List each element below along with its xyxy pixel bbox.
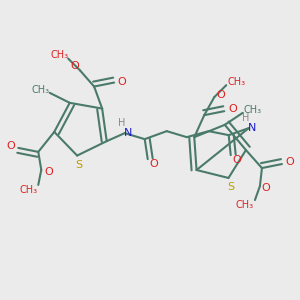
Text: O: O bbox=[262, 183, 270, 193]
Text: O: O bbox=[216, 90, 225, 100]
Text: H: H bbox=[118, 118, 125, 128]
Text: CH₃: CH₃ bbox=[244, 105, 262, 115]
Text: CH₃: CH₃ bbox=[50, 50, 68, 59]
Text: O: O bbox=[71, 61, 80, 70]
Text: S: S bbox=[76, 160, 83, 170]
Text: H: H bbox=[242, 113, 249, 123]
Text: CH₃: CH₃ bbox=[236, 200, 254, 210]
Text: CH₃: CH₃ bbox=[227, 77, 245, 87]
Text: O: O bbox=[228, 104, 237, 114]
Text: N: N bbox=[248, 123, 256, 133]
Text: O: O bbox=[118, 76, 127, 86]
Text: O: O bbox=[286, 157, 294, 167]
Text: CH₃: CH₃ bbox=[32, 85, 50, 95]
Text: O: O bbox=[44, 167, 52, 177]
Text: O: O bbox=[149, 159, 158, 169]
Text: O: O bbox=[6, 141, 15, 151]
Text: N: N bbox=[124, 128, 132, 138]
Text: CH₃: CH₃ bbox=[19, 185, 37, 195]
Text: O: O bbox=[232, 155, 241, 165]
Text: S: S bbox=[227, 182, 234, 192]
